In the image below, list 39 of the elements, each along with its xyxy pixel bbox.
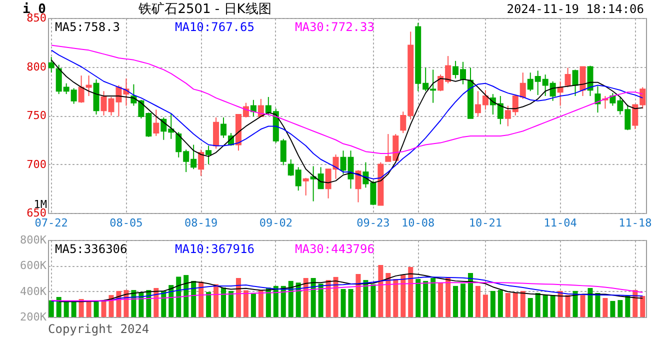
candlestick [153, 109, 160, 136]
x-tick-label: 11-04 [544, 216, 578, 230]
text: MA5:336306 [55, 242, 128, 256]
text: MA10:367916 [175, 242, 254, 256]
y-tick-label: 800K [20, 234, 47, 246]
candlestick [355, 170, 362, 203]
candlestick [206, 145, 212, 165]
text: MA5:758.3 [55, 20, 120, 34]
candlestick [564, 67, 571, 88]
candlestick [587, 65, 594, 96]
chart-title: 铁矿石2501 - 日K线图 [138, 2, 272, 17]
y-tick-label: 800 [26, 60, 46, 74]
candlestick [198, 149, 204, 176]
x-tick-label: 09-23 [356, 216, 390, 230]
candlestick [572, 69, 578, 96]
candlestick [48, 56, 54, 74]
x-tick-label: 08-19 [184, 216, 218, 230]
line-series [50, 282, 644, 302]
y-tick-label: 600K [20, 259, 47, 272]
x-tick-label: 08-05 [110, 216, 143, 230]
text: MA10:767.65 [175, 20, 254, 34]
x-tick-label: 11-18 [618, 216, 652, 230]
candlestick [594, 86, 601, 114]
y-tick-label: 200K [20, 310, 47, 324]
chart-subtitle: 2024-11-19 18:14:06 [506, 2, 644, 16]
text: MA30:772.33 [295, 20, 374, 34]
candlestick [213, 116, 220, 150]
y-tick-label: 400K [20, 284, 47, 298]
x-tick-label: 10-08 [402, 216, 435, 230]
x-tick-label: 07-22 [34, 216, 68, 230]
x-tick-label: 09-02 [259, 216, 292, 230]
x-tick-label: 10-21 [468, 216, 502, 230]
candlestick [302, 177, 309, 196]
candlestick [580, 66, 586, 96]
y-tick-label: 750 [26, 109, 46, 122]
text: MA30:443796 [295, 242, 374, 256]
y-tick-label: 700 [26, 158, 46, 171]
candlestick [220, 116, 227, 138]
text: Copyright 2024 [48, 322, 150, 336]
